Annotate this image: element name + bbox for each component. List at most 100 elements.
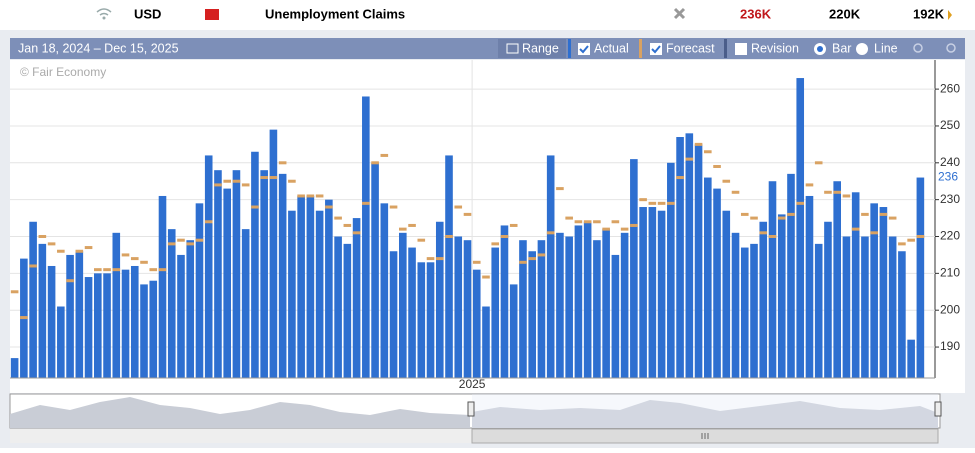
bar bbox=[731, 232, 740, 378]
forecast-marker bbox=[399, 227, 407, 231]
zoom-in[interactable] bbox=[913, 43, 923, 53]
bar bbox=[519, 240, 527, 378]
legend-forecast: Forecast bbox=[666, 41, 715, 55]
forecast-marker bbox=[888, 216, 897, 220]
forecast-marker bbox=[509, 223, 518, 227]
forecast-marker bbox=[20, 316, 28, 320]
forecast-marker bbox=[870, 231, 878, 235]
forecast-marker bbox=[380, 153, 389, 157]
forecast-checkbox[interactable] bbox=[650, 43, 662, 55]
forecast-marker bbox=[10, 290, 19, 294]
bar bbox=[722, 210, 731, 378]
forecast-marker bbox=[472, 260, 481, 264]
bar bbox=[278, 173, 287, 378]
forecast-marker bbox=[704, 150, 712, 154]
bar bbox=[842, 236, 851, 378]
bar bbox=[408, 247, 416, 378]
forecast-marker bbox=[796, 201, 805, 205]
navigator-selection[interactable] bbox=[472, 394, 938, 428]
forecast-marker bbox=[167, 242, 176, 246]
forecast-marker bbox=[454, 205, 463, 209]
forecast-marker bbox=[657, 201, 666, 205]
bar bbox=[630, 159, 638, 378]
bar bbox=[574, 225, 583, 378]
forecast-marker bbox=[371, 161, 379, 165]
currency: USD bbox=[134, 6, 161, 21]
forecast-marker bbox=[667, 201, 675, 205]
forecast-marker bbox=[251, 205, 259, 209]
bar bbox=[602, 229, 610, 378]
forecast-marker bbox=[546, 231, 555, 235]
bar bbox=[389, 251, 398, 378]
bar bbox=[195, 203, 204, 378]
handle-left[interactable] bbox=[467, 401, 475, 417]
y-tick-label: 220 bbox=[940, 229, 960, 243]
bar bbox=[528, 251, 536, 378]
range-label: Range bbox=[522, 41, 559, 55]
bar bbox=[57, 306, 65, 378]
bar bbox=[694, 144, 703, 378]
bar bbox=[158, 195, 167, 378]
y-tick-label: 190 bbox=[940, 339, 960, 353]
forecast-marker bbox=[574, 220, 583, 224]
forecast-marker bbox=[306, 194, 315, 198]
actual-checkbox[interactable] bbox=[578, 43, 590, 55]
bar bbox=[796, 78, 805, 379]
bar bbox=[66, 254, 74, 378]
bar bbox=[232, 170, 241, 378]
bar bbox=[593, 240, 601, 378]
forecast-marker bbox=[685, 157, 694, 161]
revision-checkbox[interactable] bbox=[735, 43, 747, 55]
bar bbox=[435, 221, 444, 378]
forecast-marker bbox=[593, 220, 601, 224]
forecast-marker bbox=[278, 161, 287, 165]
forecast-value: 220K bbox=[829, 6, 861, 21]
bar bbox=[130, 265, 139, 378]
bar bbox=[611, 254, 620, 378]
handle-right[interactable] bbox=[934, 401, 942, 417]
forecast-marker bbox=[898, 242, 906, 246]
forecast-marker bbox=[177, 238, 185, 242]
bar bbox=[214, 170, 222, 378]
check bbox=[651, 45, 661, 54]
header-bar bbox=[0, 0, 975, 30]
date-range: Jan 18, 2024 – Dec 15, 2025 bbox=[18, 41, 179, 55]
bar bbox=[223, 188, 231, 378]
bar bbox=[565, 236, 573, 378]
y-tick-label: 200 bbox=[940, 302, 960, 316]
forecast-marker bbox=[195, 238, 204, 242]
forecast-marker bbox=[907, 238, 915, 242]
bar bbox=[907, 339, 915, 378]
bar bbox=[47, 265, 56, 378]
forecast-marker bbox=[297, 194, 305, 198]
forecast-marker bbox=[269, 176, 278, 180]
grip bbox=[701, 433, 709, 439]
bar bbox=[426, 262, 435, 378]
forecast-marker bbox=[519, 260, 527, 264]
line-radio[interactable] bbox=[856, 43, 868, 55]
forecast-marker bbox=[759, 231, 768, 235]
bar bbox=[833, 181, 841, 378]
legend-actual: Actual bbox=[594, 41, 629, 55]
bar bbox=[500, 225, 509, 378]
bar bbox=[454, 236, 463, 378]
forecast-marker bbox=[768, 235, 777, 239]
y-tick-label: 230 bbox=[940, 192, 960, 206]
forecast-marker bbox=[186, 242, 195, 246]
forecast-marker bbox=[241, 183, 250, 187]
bar bbox=[140, 284, 148, 378]
zoom-out[interactable] bbox=[946, 43, 956, 53]
close-icon[interactable] bbox=[673, 7, 686, 20]
bar bbox=[750, 243, 758, 378]
forecast-marker bbox=[408, 223, 416, 227]
actual-swatch bbox=[568, 39, 571, 58]
revision-icon bbox=[948, 10, 952, 20]
y-tick-label: 250 bbox=[940, 118, 960, 132]
forecast-marker bbox=[648, 201, 657, 205]
forecast-marker bbox=[260, 176, 268, 180]
bar bbox=[352, 218, 361, 378]
bar bbox=[879, 207, 888, 378]
bar bbox=[325, 199, 333, 378]
revision-swatch bbox=[724, 39, 727, 58]
